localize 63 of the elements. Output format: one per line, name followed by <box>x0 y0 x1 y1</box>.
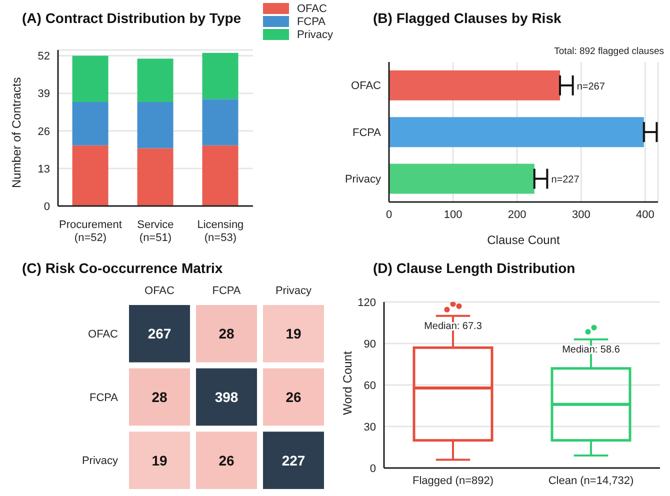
bar <box>137 148 174 206</box>
y-tick-label: 39 <box>38 88 50 100</box>
x-axis-title: Clause Count <box>487 233 561 247</box>
legend-label: Privacy <box>296 28 333 40</box>
y-tick-label: 120 <box>358 296 376 309</box>
x-tick-label: Flagged (n=892) <box>412 474 494 487</box>
bar <box>389 70 560 100</box>
bar <box>72 102 108 146</box>
chart-title: (C) Risk Co-occurrence Matrix <box>22 260 223 276</box>
chart-title: (A) Contract Distribution by Type <box>22 10 242 26</box>
data-label: 28 <box>218 326 234 342</box>
x-tick-label: Clean (n=14,732) <box>548 474 634 487</box>
y-tick-label: OFAC <box>351 80 382 92</box>
bar <box>137 102 174 148</box>
legend-label: FCPA <box>296 16 326 28</box>
x-tick-label: Privacy <box>275 285 312 297</box>
data-label: 19 <box>286 326 302 342</box>
x-tick-label: 0 <box>386 208 392 221</box>
y-tick-label: FCPA <box>352 126 382 139</box>
data-label: 267 <box>148 326 172 342</box>
x-tick-label: Service (n=51) <box>137 219 174 244</box>
chart-title: (B) Flagged Clauses by Risk <box>373 10 562 26</box>
x-tick-label: 300 <box>572 208 590 221</box>
text: Total: 892 flagged clauses <box>554 46 664 57</box>
bar <box>72 56 108 102</box>
x-tick-label: 100 <box>444 208 462 221</box>
data-label: 26 <box>218 452 234 468</box>
y-tick-label: 30 <box>364 421 376 434</box>
x-tick-label: OFAC <box>144 285 175 297</box>
y-tick-label: 13 <box>38 163 50 176</box>
y-axis-title: Word Count <box>340 350 354 415</box>
chart-title: (D) Clause Length Distribution <box>373 260 576 276</box>
legend-label: OFAC <box>296 2 327 14</box>
y-tick-label: Privacy <box>344 174 382 186</box>
y-tick-label: 0 <box>370 462 376 475</box>
bar <box>202 99 238 146</box>
bar <box>202 145 238 206</box>
x-tick-label: Licensing (n=53) <box>197 219 244 244</box>
data-label: 28 <box>152 389 168 405</box>
x-tick-label: FCPA <box>212 285 242 297</box>
data-label: n=267 <box>576 81 606 92</box>
data-label: 26 <box>286 389 302 405</box>
y-tick-label: 0 <box>44 200 50 213</box>
bar <box>389 164 534 194</box>
y-tick-label: 52 <box>38 50 50 63</box>
bar <box>72 145 108 206</box>
y-tick-label: 60 <box>364 380 376 392</box>
y-tick-label: FCPA <box>89 392 119 404</box>
data-label: 227 <box>282 452 306 468</box>
bar <box>389 117 644 148</box>
y-tick-label: 26 <box>38 126 50 138</box>
data-label: n=227 <box>551 174 580 186</box>
x-tick-label: 200 <box>508 208 526 221</box>
y-tick-label: 90 <box>364 338 376 350</box>
data-label: 19 <box>152 452 168 468</box>
y-tick-label: OFAC <box>88 328 118 341</box>
y-axis-title: Number of Contracts <box>9 77 24 188</box>
data-label: 398 <box>214 389 238 405</box>
x-tick-label: Procurement (n=52) <box>58 219 122 244</box>
bar <box>137 58 174 102</box>
y-tick-label: Privacy <box>82 455 118 468</box>
bar <box>202 52 238 100</box>
x-tick-label: 400 <box>636 208 654 221</box>
